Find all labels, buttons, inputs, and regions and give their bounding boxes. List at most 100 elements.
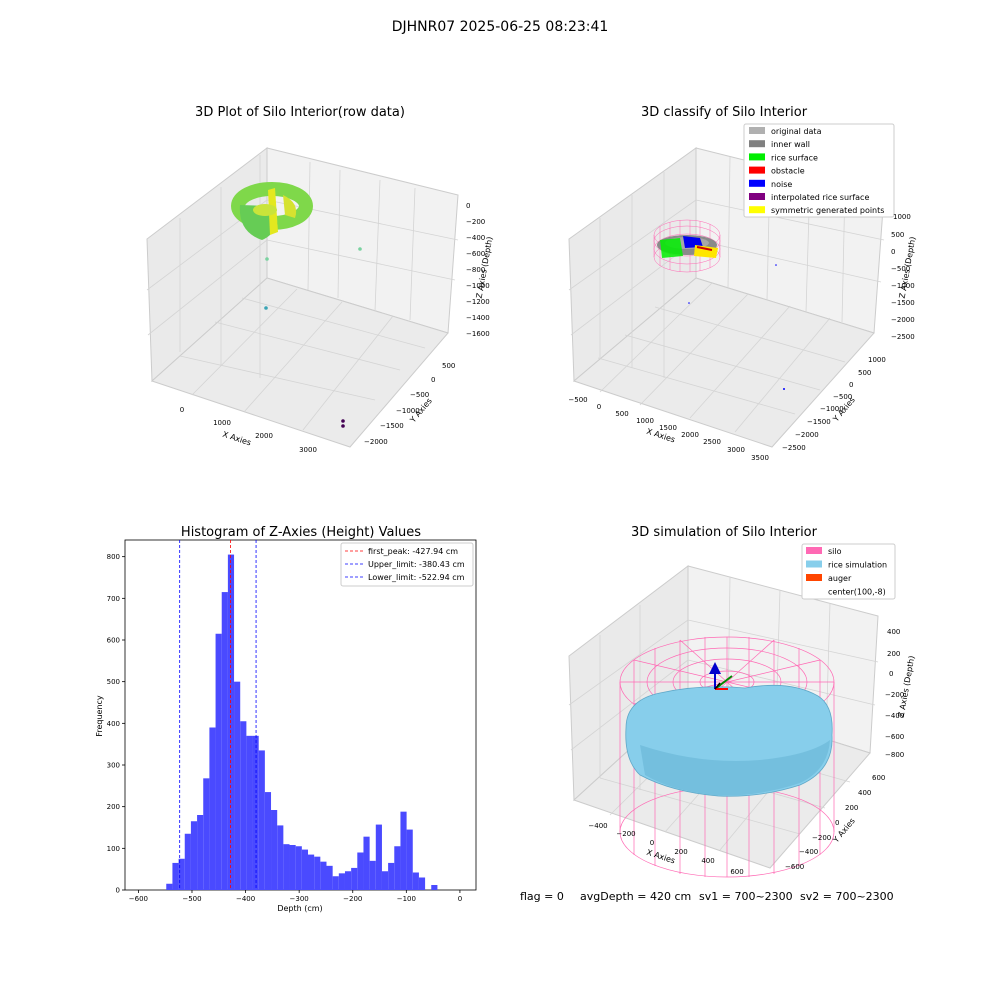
raw-y-tick-labels: 500 0 −500 −1000 −1500 −2000 [364, 362, 455, 446]
histogram-bar [240, 721, 247, 890]
histogram-bar [178, 858, 185, 890]
classify-z-tick-labels: 1000 500 0 −500 −1000 −1500 −2000 −2500 [891, 213, 915, 341]
raw-z-tick-label: −400 [466, 234, 485, 242]
histogram-bar [295, 846, 302, 890]
classify-x-tick-label: 2000 [681, 431, 699, 439]
histogram-x-ticks: −600 −500 −400 −300 −200 −100 0 [129, 890, 462, 903]
sim-legend-swatch [806, 547, 822, 554]
raw-z-tick-labels: 0 −200 −400 −600 −800 −1000 −1200 −1400 … [466, 202, 490, 338]
sim-z-tick-label: 400 [887, 628, 900, 636]
sim-x-tick-label: 400 [701, 857, 714, 865]
histogram-bar [197, 815, 204, 890]
footer-status: flag = 0 avgDepth = 420 cm sv1 = 700~230… [520, 890, 894, 903]
panel-classify-title: 3D classify of Silo Interior [641, 105, 808, 120]
raw-x-tick-labels: 0 1000 2000 3000 [180, 406, 317, 454]
histogram-x-tick-label: −500 [182, 895, 201, 903]
histogram-reference-lines [179, 540, 257, 890]
classify-x-tick-label: −500 [568, 396, 587, 404]
sim-x-tick-label: 200 [674, 848, 687, 856]
histogram-bar [351, 867, 358, 890]
raw-z-tick-label: −600 [466, 250, 485, 258]
classify-y-tick-label: 0 [849, 381, 853, 389]
sim-z-tick-label: −800 [885, 751, 904, 759]
histogram-bar [166, 883, 173, 890]
sim-legend-label: auger [828, 574, 852, 583]
classify-y-tick-label: −1500 [807, 418, 831, 426]
classify-z-tick-label: −2000 [891, 316, 915, 324]
sim-z-tick-label: −600 [885, 733, 904, 741]
histogram-bar [271, 810, 278, 890]
classify-legend-swatch [749, 140, 765, 148]
raw-y-tick-label: −1500 [380, 422, 404, 430]
histogram-bar [381, 871, 389, 890]
histogram-bar [418, 877, 426, 890]
histogram-x-tick-label: −600 [129, 895, 148, 903]
histogram-x-tick-label: −200 [343, 895, 362, 903]
classify-floor-pane [572, 277, 875, 448]
sim-z-tick-label: 200 [887, 650, 900, 658]
histogram-bar [258, 750, 265, 890]
sim-legend-label: silo [828, 547, 842, 556]
raw-x-tick-label: 2000 [255, 432, 273, 440]
sim-z-tick-label: −200 [885, 691, 904, 699]
classify-legend-swatch [749, 166, 765, 174]
histogram-bar [357, 852, 364, 890]
footer-sv2: sv2 = 700~2300 [800, 890, 894, 903]
classify-legend-swatch [749, 153, 765, 161]
footer-flag: flag = 0 [520, 890, 564, 903]
panel-classify: 3D classify of Silo Interior [568, 105, 917, 462]
sim-auger [709, 662, 733, 690]
raw-x-tick-label: 3000 [299, 446, 317, 454]
sim-y-tick-label: 200 [845, 804, 858, 812]
histogram-bar [308, 854, 315, 890]
histogram-bar [246, 735, 253, 890]
raw-y-tick-label: −1000 [396, 407, 420, 415]
raw-z-tick-label: 0 [466, 202, 470, 210]
sim-y-tick-label: −400 [799, 848, 818, 856]
histogram-legend: first_peak: -427.94 cm Upper_limit: -380.… [340, 542, 474, 587]
raw-z-tick-label: −1600 [466, 330, 490, 338]
panel-raw-data: 3D Plot of Silo Interior(row data) [146, 105, 494, 454]
sim-x-axis-label: X Axies [645, 848, 676, 866]
histogram-x-tick-label: 0 [458, 895, 462, 903]
raw-z-tick-label: −800 [466, 266, 485, 274]
sim-x-tick-label: −200 [616, 830, 635, 838]
classify-y-tick-label: −500 [833, 393, 852, 401]
classify-z-tick-label: −1000 [891, 282, 915, 290]
sim-z-axis-label: Z Axies (Depth) [897, 655, 917, 718]
histogram-bar [320, 861, 327, 890]
raw-x-tick-label: 0 [180, 406, 184, 414]
sim-z-tick-label: −400 [885, 712, 904, 720]
raw-y-tick-label: 500 [442, 362, 455, 370]
sim-y-tick-label: −600 [785, 863, 804, 871]
sim-z-tick-label: 0 [889, 670, 893, 678]
sim-y-tick-label: 600 [872, 774, 885, 782]
raw-point-cloud [231, 182, 362, 428]
histogram-y-tick-label: 400 [107, 720, 120, 728]
histogram-bar [394, 846, 401, 890]
histogram-y-tick-label: 100 [107, 845, 120, 853]
classify-z-tick-label: −1500 [891, 299, 915, 307]
sim-x-tick-label: −400 [588, 822, 607, 830]
sim-y-tick-label: 400 [858, 789, 871, 797]
classify-x-tick-label: 3000 [727, 446, 745, 454]
sim-x-tick-label: 0 [650, 839, 654, 847]
classify-legend: original data inner wall rice surface obsta… [743, 123, 895, 218]
histogram-y-ticks: 0 100 200 300 400 500 600 700 800 [107, 553, 125, 895]
raw-z-tick-label: −1400 [466, 314, 490, 322]
classify-y-tick-label: −1000 [820, 405, 844, 413]
histogram-legend-label: Upper_limit: -380.43 cm [368, 560, 465, 569]
sim-legend-box [801, 543, 896, 600]
histogram-bar [172, 862, 179, 890]
sim-y-tick-label: −200 [812, 834, 831, 842]
histogram-y-tick-label: 700 [107, 595, 120, 603]
classify-legend-box [743, 123, 895, 218]
histogram-bar [406, 829, 413, 890]
sim-legend-swatch [806, 574, 822, 581]
classify-y-tick-labels: 1000 500 0 −500 −1000 −1500 −2000 −2500 [782, 356, 886, 452]
histogram-x-axis-label: Depth (cm) [277, 904, 322, 913]
histogram-bar [431, 885, 438, 890]
classify-legend-label: rice surface [771, 153, 818, 162]
raw-z-tick-label: −1000 [466, 282, 490, 290]
raw-y-tick-label: −2000 [364, 438, 388, 446]
